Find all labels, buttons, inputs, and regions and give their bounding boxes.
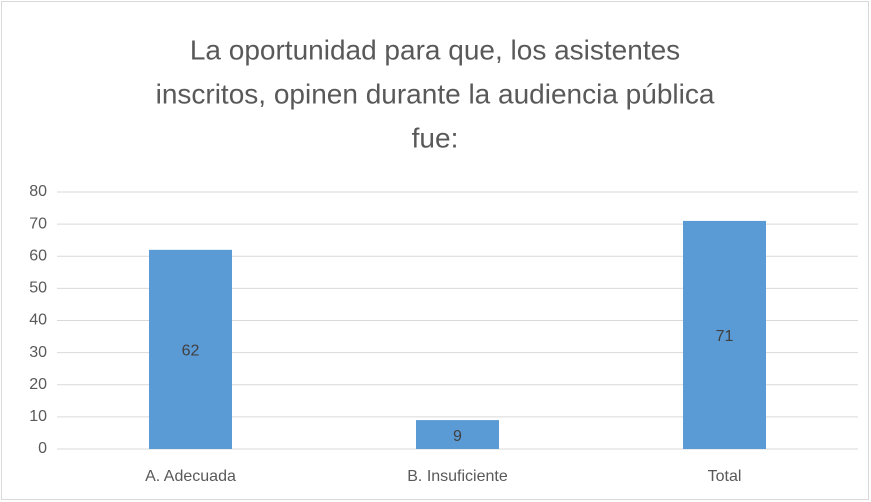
data-label: 9 (453, 428, 462, 445)
bar (149, 249, 232, 449)
chart-title: fue: (412, 122, 459, 153)
x-tick-label: B. Insuficiente (407, 468, 508, 485)
bar (683, 220, 766, 449)
y-tick-label: 60 (29, 247, 47, 264)
y-tick-label: 80 (29, 183, 47, 200)
y-tick-label: 10 (29, 408, 47, 425)
bar (416, 420, 499, 449)
x-tick-label: A. Adecuada (145, 468, 236, 485)
data-label: 71 (716, 328, 734, 345)
y-tick-label: 70 (29, 215, 47, 232)
data-label: 62 (182, 343, 200, 360)
y-tick-label: 0 (38, 440, 47, 457)
y-tick-label: 20 (29, 376, 47, 393)
y-tick-label: 50 (29, 280, 47, 297)
chart-title: La oportunidad para que, los asistentes (190, 34, 680, 65)
y-tick-label: 40 (29, 312, 47, 329)
chart-title: inscritos, opinen durante la audiencia p… (156, 78, 715, 109)
x-tick-label: Total (708, 468, 742, 485)
y-tick-label: 30 (29, 344, 47, 361)
